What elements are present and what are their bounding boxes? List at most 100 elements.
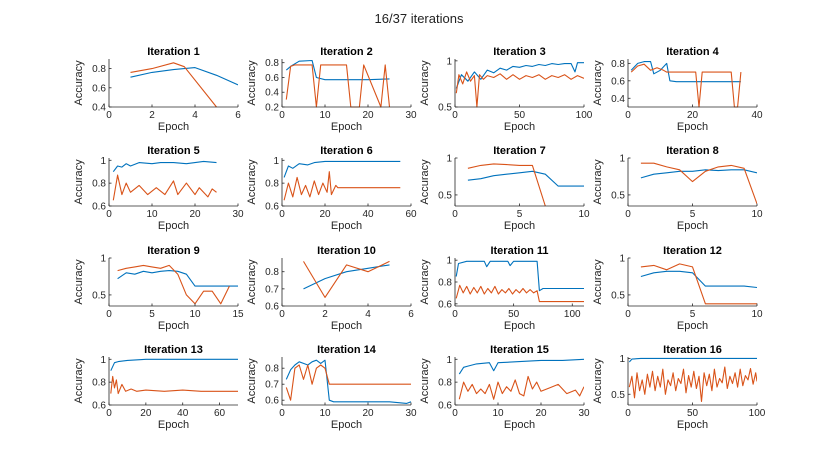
y-tick-label: 1 (100, 156, 106, 167)
x-tick-label: 0 (625, 309, 631, 320)
subplot-title: Iteration 15 (490, 344, 549, 356)
y-tick-label: 1 (619, 354, 625, 365)
subplot-title: Iteration 12 (663, 245, 722, 257)
series-line-1 (628, 357, 757, 363)
y-axis-label: Accuracy (246, 358, 258, 404)
subplot-11: 0 50 100 0.6 0.8 1 Iteration 11 Epoch Accuracy (419, 245, 584, 332)
x-tick-label: 0 (452, 408, 458, 419)
x-tick-label: 10 (492, 408, 504, 419)
x-tick-label: 0 (106, 110, 112, 121)
y-tick-label: 1 (619, 154, 625, 165)
y-tick-label: 0.4 (92, 103, 106, 114)
subplot-10: 0 2 4 6 0.6 0.7 0.8 Iteration 10 Epoch Accuracy (246, 245, 414, 332)
y-tick-label: 0.8 (438, 378, 452, 389)
plot-area (282, 357, 411, 405)
subplot-13: 0 20 40 60 0.6 0.8 1 Iteration 13 Epoch Accuracy (73, 344, 238, 431)
x-axis-label: Epoch (504, 320, 535, 332)
x-tick-label: 20 (140, 408, 152, 419)
series-line-1 (112, 160, 217, 173)
x-axis-label: Epoch (504, 419, 535, 431)
x-tick-label: 0 (452, 110, 458, 121)
x-tick-label: 60 (405, 209, 417, 220)
y-tick-label: 0.6 (265, 202, 279, 213)
plot-area (455, 59, 584, 107)
x-axis-label: Epoch (677, 419, 708, 431)
subplot-title: Iteration 13 (144, 344, 203, 356)
series-line-1 (117, 270, 238, 287)
plot-area (628, 59, 757, 107)
x-tick-label: 10 (319, 110, 331, 121)
y-axis-label: Accuracy (419, 60, 431, 106)
series-line-2 (130, 62, 217, 108)
y-tick-label: 0.6 (92, 202, 106, 213)
y-axis-label: Accuracy (246, 60, 258, 106)
x-tick-label: 10 (751, 309, 763, 320)
plot-area (282, 158, 411, 206)
y-axis-label: Accuracy (73, 259, 85, 305)
x-tick-label: 10 (751, 209, 763, 220)
y-axis-label: Accuracy (592, 60, 604, 106)
x-tick-label: 2 (149, 110, 155, 121)
x-tick-label: 20 (189, 209, 201, 220)
x-tick-label: 6 (235, 110, 241, 121)
y-axis-label: Accuracy (246, 259, 258, 305)
x-tick-label: 0 (279, 408, 285, 419)
series-line-2 (640, 162, 757, 204)
subplot-1: 0 2 4 6 0.4 0.6 0.8 Iteration 1 Epoch Accuracy (73, 46, 241, 133)
x-tick-label: 0 (452, 209, 458, 220)
x-tick-label: 0 (452, 309, 458, 320)
series-line-1 (458, 358, 584, 375)
y-tick-label: 1 (446, 154, 452, 165)
y-tick-label: 0.6 (92, 83, 106, 94)
x-tick-label: 20 (687, 110, 699, 121)
series-line-1 (640, 169, 757, 179)
x-tick-label: 0 (279, 309, 285, 320)
y-tick-label: 0.4 (265, 88, 279, 99)
series-line-2 (117, 264, 230, 305)
y-axis-label: Accuracy (592, 358, 604, 404)
x-tick-label: 0 (625, 110, 631, 121)
x-tick-label: 0 (625, 209, 631, 220)
series-line-2 (640, 263, 757, 305)
series-line-2 (455, 71, 584, 108)
y-tick-label: 0.8 (611, 59, 625, 70)
series-line-1 (467, 170, 584, 187)
y-tick-label: 0.8 (438, 278, 452, 289)
y-axis-label: Accuracy (246, 159, 258, 205)
x-tick-label: 5 (517, 209, 523, 220)
y-axis-label: Accuracy (419, 159, 431, 205)
subplot-title: Iteration 1 (147, 46, 200, 58)
x-tick-label: 5 (690, 209, 696, 220)
series-line-1 (630, 61, 741, 83)
x-tick-label: 0 (106, 408, 112, 419)
subplot-5: 0 10 20 30 0.6 0.8 1 Iteration 5 Epoch Accuracy (73, 145, 244, 232)
subplot-12: 0 5 10 0.5 1 Iteration 12 Epoch Accuracy (592, 245, 763, 332)
y-tick-label: 0.6 (265, 396, 279, 407)
series-line-1 (283, 160, 401, 178)
series-line-1 (455, 62, 584, 89)
y-tick-label: 0.8 (265, 179, 279, 190)
x-tick-label: 30 (232, 209, 244, 220)
y-tick-label: 0.7 (265, 380, 279, 391)
series-line-2 (303, 260, 390, 298)
subplot-title: Iteration 7 (493, 145, 546, 157)
x-tick-label: 60 (214, 408, 226, 419)
plot-area (455, 258, 584, 306)
x-axis-label: Epoch (331, 220, 362, 232)
series-line-2 (458, 375, 584, 400)
x-tick-label: 4 (365, 309, 371, 320)
subplot-8: 0 5 10 0.5 1 Iteration 8 Epoch Accuracy (592, 145, 763, 232)
subplot-title: Iteration 8 (666, 145, 719, 157)
x-axis-label: Epoch (677, 320, 708, 332)
x-tick-label: 10 (189, 309, 201, 320)
series-line-2 (630, 63, 742, 108)
y-tick-label: 0.5 (438, 103, 452, 114)
y-axis-label: Accuracy (592, 159, 604, 205)
y-tick-label: 0.8 (92, 179, 106, 190)
y-tick-label: 0.6 (265, 73, 279, 84)
x-tick-label: 20 (362, 110, 374, 121)
x-axis-label: Epoch (677, 121, 708, 133)
x-axis-label: Epoch (504, 220, 535, 232)
y-tick-label: 0.8 (92, 378, 106, 389)
y-tick-label: 0.4 (611, 94, 625, 105)
